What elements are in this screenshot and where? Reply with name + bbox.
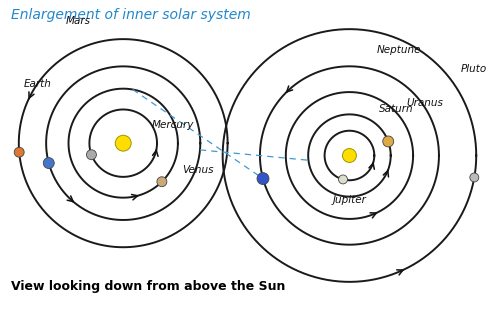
Text: Saturn: Saturn bbox=[379, 104, 414, 114]
Ellipse shape bbox=[14, 147, 24, 157]
Text: Pluto: Pluto bbox=[461, 63, 487, 73]
Text: Mars: Mars bbox=[66, 16, 91, 26]
Ellipse shape bbox=[157, 177, 167, 187]
Text: View looking down from above the Sun: View looking down from above the Sun bbox=[12, 280, 285, 293]
Ellipse shape bbox=[383, 136, 394, 147]
Ellipse shape bbox=[338, 175, 347, 184]
Ellipse shape bbox=[86, 150, 97, 160]
Ellipse shape bbox=[342, 149, 356, 162]
Text: Neptune: Neptune bbox=[376, 45, 421, 55]
Ellipse shape bbox=[44, 158, 54, 169]
Text: Uranus: Uranus bbox=[406, 98, 444, 108]
Text: Earth: Earth bbox=[24, 79, 52, 89]
Text: Venus: Venus bbox=[182, 165, 214, 175]
Text: Enlargement of inner solar system: Enlargement of inner solar system bbox=[12, 7, 251, 21]
Ellipse shape bbox=[116, 135, 131, 151]
Text: Jupiter: Jupiter bbox=[332, 195, 366, 205]
Ellipse shape bbox=[257, 173, 269, 184]
Ellipse shape bbox=[470, 173, 479, 182]
Text: Mercury: Mercury bbox=[152, 120, 194, 130]
